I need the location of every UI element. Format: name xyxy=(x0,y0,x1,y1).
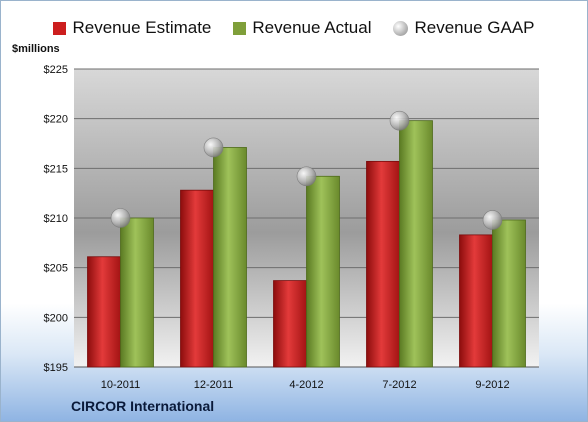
legend: Revenue Estimate Revenue Actual Revenue … xyxy=(1,18,587,38)
x-tick-label: 4-2012 xyxy=(289,379,323,391)
y-tick-label: $225 xyxy=(44,64,68,76)
bar-revenue-estimate xyxy=(366,160,400,368)
legend-swatch-estimate xyxy=(53,21,67,35)
point-revenue-gaap xyxy=(203,137,224,158)
y-tick-label: $200 xyxy=(44,312,68,324)
x-tick-label: 9-2012 xyxy=(475,379,509,391)
point-revenue-gaap xyxy=(482,210,503,230)
company-name: CIRCOR International xyxy=(71,398,215,414)
point-revenue-gaap xyxy=(296,166,317,187)
bar-revenue-estimate xyxy=(180,189,214,368)
legend-item-gaap: Revenue GAAP xyxy=(393,18,535,38)
legend-label-actual: Revenue Actual xyxy=(252,18,372,37)
bar-revenue-estimate xyxy=(273,280,307,368)
legend-item-actual: Revenue Actual xyxy=(233,18,371,38)
y-axis-unit-label: $millions xyxy=(12,43,60,55)
x-tick-label: 10-2011 xyxy=(101,379,141,391)
bar-revenue-actual xyxy=(399,120,433,368)
bar-revenue-estimate xyxy=(459,234,493,368)
legend-item-estimate: Revenue Estimate xyxy=(53,18,211,38)
x-tick-label: 12-2011 xyxy=(194,379,234,391)
bar-revenue-actual xyxy=(492,219,526,368)
y-tick-label: $205 xyxy=(44,263,68,275)
bar-revenue-actual xyxy=(213,147,247,368)
legend-swatch-actual xyxy=(233,21,247,35)
y-tick-label: $220 xyxy=(44,114,68,126)
bar-revenue-estimate xyxy=(87,256,121,368)
y-tick-label: $195 xyxy=(44,362,68,374)
legend-label-gaap: Revenue GAAP xyxy=(414,18,535,37)
x-tick-label: 7-2012 xyxy=(382,379,416,391)
y-tick-label: $215 xyxy=(44,163,68,175)
y-tick-label: $210 xyxy=(44,213,68,225)
bar-revenue-actual xyxy=(306,175,340,368)
point-revenue-gaap xyxy=(110,208,131,228)
bar-revenue-actual xyxy=(120,217,154,368)
legend-swatch-gaap xyxy=(393,20,409,36)
point-revenue-gaap xyxy=(389,110,410,131)
legend-label-estimate: Revenue Estimate xyxy=(72,18,212,37)
